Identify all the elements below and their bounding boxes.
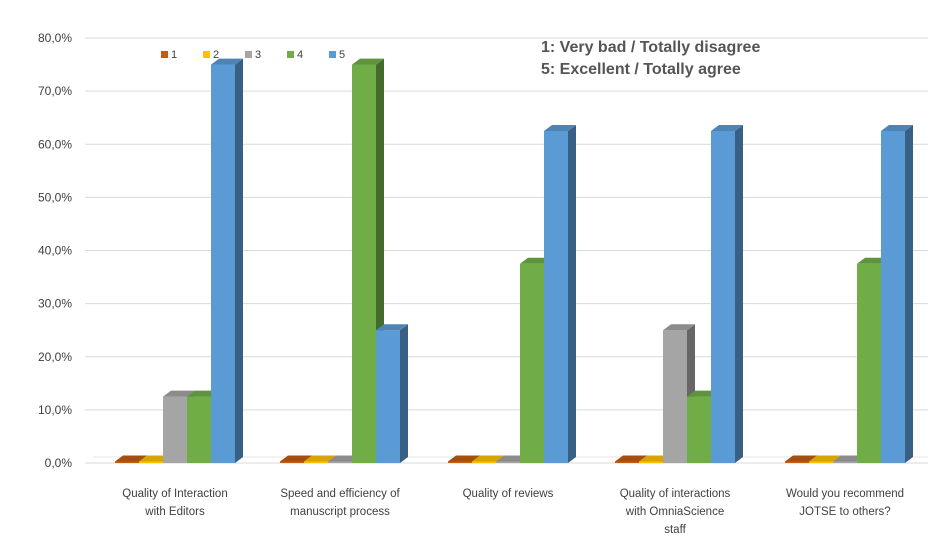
bar-4-series-5 xyxy=(711,124,743,463)
y-tick-label: 10,0% xyxy=(38,403,72,417)
bar-front xyxy=(496,461,520,463)
bar-top xyxy=(544,124,576,131)
bar-top xyxy=(809,455,841,462)
bar-top xyxy=(304,455,336,462)
legend-item-1: 1 xyxy=(161,49,177,61)
bar-front xyxy=(663,330,687,463)
legend-label: 4 xyxy=(297,49,303,61)
bar-top xyxy=(352,58,384,65)
bar-top xyxy=(115,455,147,462)
y-tick-label: 50,0% xyxy=(38,190,72,204)
y-tick-label: 20,0% xyxy=(38,350,72,364)
category-label: Quality of reviews xyxy=(463,488,554,500)
category-label: Would you recommend JOTSE to others? xyxy=(786,488,904,518)
bar-front xyxy=(544,130,568,463)
bar-top xyxy=(663,324,695,331)
y-tick-label: 70,0% xyxy=(38,84,72,98)
legend-label: 2 xyxy=(213,49,219,61)
bar-front xyxy=(857,263,881,463)
annotation-line-2: 5: Excellent / Totally agree xyxy=(541,61,741,78)
bar-front xyxy=(163,396,187,463)
y-tick-label: 0,0% xyxy=(45,456,73,470)
bar-front xyxy=(139,461,163,463)
bar-side xyxy=(235,58,243,463)
bar-top xyxy=(448,455,480,462)
category-label: Quality of Interaction with Editors xyxy=(122,488,227,518)
legend-swatch xyxy=(161,51,168,58)
legend-item-5: 5 xyxy=(329,49,345,61)
scale-annotation: 1: Very bad / Totally disagree 5: Excell… xyxy=(541,39,760,78)
bar-top xyxy=(211,58,243,65)
legend-swatch xyxy=(203,51,210,58)
legend-label: 1 xyxy=(171,49,177,61)
bar-top xyxy=(472,455,504,462)
bar-front xyxy=(304,461,328,463)
bar-front xyxy=(833,461,857,463)
bar-front xyxy=(376,330,400,463)
legend-item-3: 3 xyxy=(245,49,261,61)
bar-5-series-5 xyxy=(881,124,913,463)
bar-front xyxy=(687,396,711,463)
bar-1-series-5 xyxy=(211,58,243,463)
bar-side xyxy=(400,324,408,463)
legend-swatch xyxy=(329,51,336,58)
bar-side xyxy=(568,124,576,463)
x-axis-categories: Quality of Interaction with Editors Speed … xyxy=(122,488,904,536)
bar-top xyxy=(376,324,408,331)
bar-front xyxy=(785,461,809,463)
bar-top xyxy=(615,455,647,462)
bar-side xyxy=(735,124,743,463)
bar-top xyxy=(711,124,743,131)
bar-front xyxy=(472,461,496,463)
y-tick-label: 80,0% xyxy=(38,31,72,45)
legend: 1 2 3 4 5 xyxy=(161,49,345,61)
legend-swatch xyxy=(287,51,294,58)
bar-top xyxy=(280,455,312,462)
legend-item-4: 4 xyxy=(287,49,303,61)
bar-top xyxy=(881,124,913,131)
bar-front xyxy=(615,461,639,463)
bar-side xyxy=(905,124,913,463)
bar-front xyxy=(809,461,833,463)
bar-front xyxy=(352,64,376,463)
bar-front xyxy=(881,130,905,463)
bar-front xyxy=(328,461,352,463)
bar-2-series-5 xyxy=(376,324,408,463)
category-label: Speed and efficiency of manuscript proces… xyxy=(280,488,400,518)
y-axis-ticks: 0,0% 10,0% 20,0% 30,0% 40,0% 50,0% 60,0% 70,0% 8… xyxy=(38,31,72,470)
legend-swatch xyxy=(245,51,252,58)
bar-front xyxy=(187,396,211,463)
legend-item-2: 2 xyxy=(203,49,219,61)
bar-front xyxy=(639,461,663,463)
y-tick-label: 40,0% xyxy=(38,244,72,258)
y-tick-label: 60,0% xyxy=(38,137,72,151)
annotation-line-1: 1: Very bad / Totally disagree xyxy=(541,39,760,56)
bar-front xyxy=(448,461,472,463)
legend-label: 3 xyxy=(255,49,261,61)
bar-top xyxy=(785,455,817,462)
bar-front xyxy=(520,263,544,463)
legend-label: 5 xyxy=(339,49,345,61)
y-tick-label: 30,0% xyxy=(38,297,72,311)
bar-3-series-5 xyxy=(544,124,576,463)
bar-front xyxy=(280,461,304,463)
bar-front xyxy=(115,461,139,463)
bars xyxy=(115,58,913,463)
bar-front xyxy=(211,64,235,463)
bar-front xyxy=(711,130,735,463)
bar-top xyxy=(163,390,195,397)
category-label: Quality of interactions with OmniaScience… xyxy=(620,488,731,536)
